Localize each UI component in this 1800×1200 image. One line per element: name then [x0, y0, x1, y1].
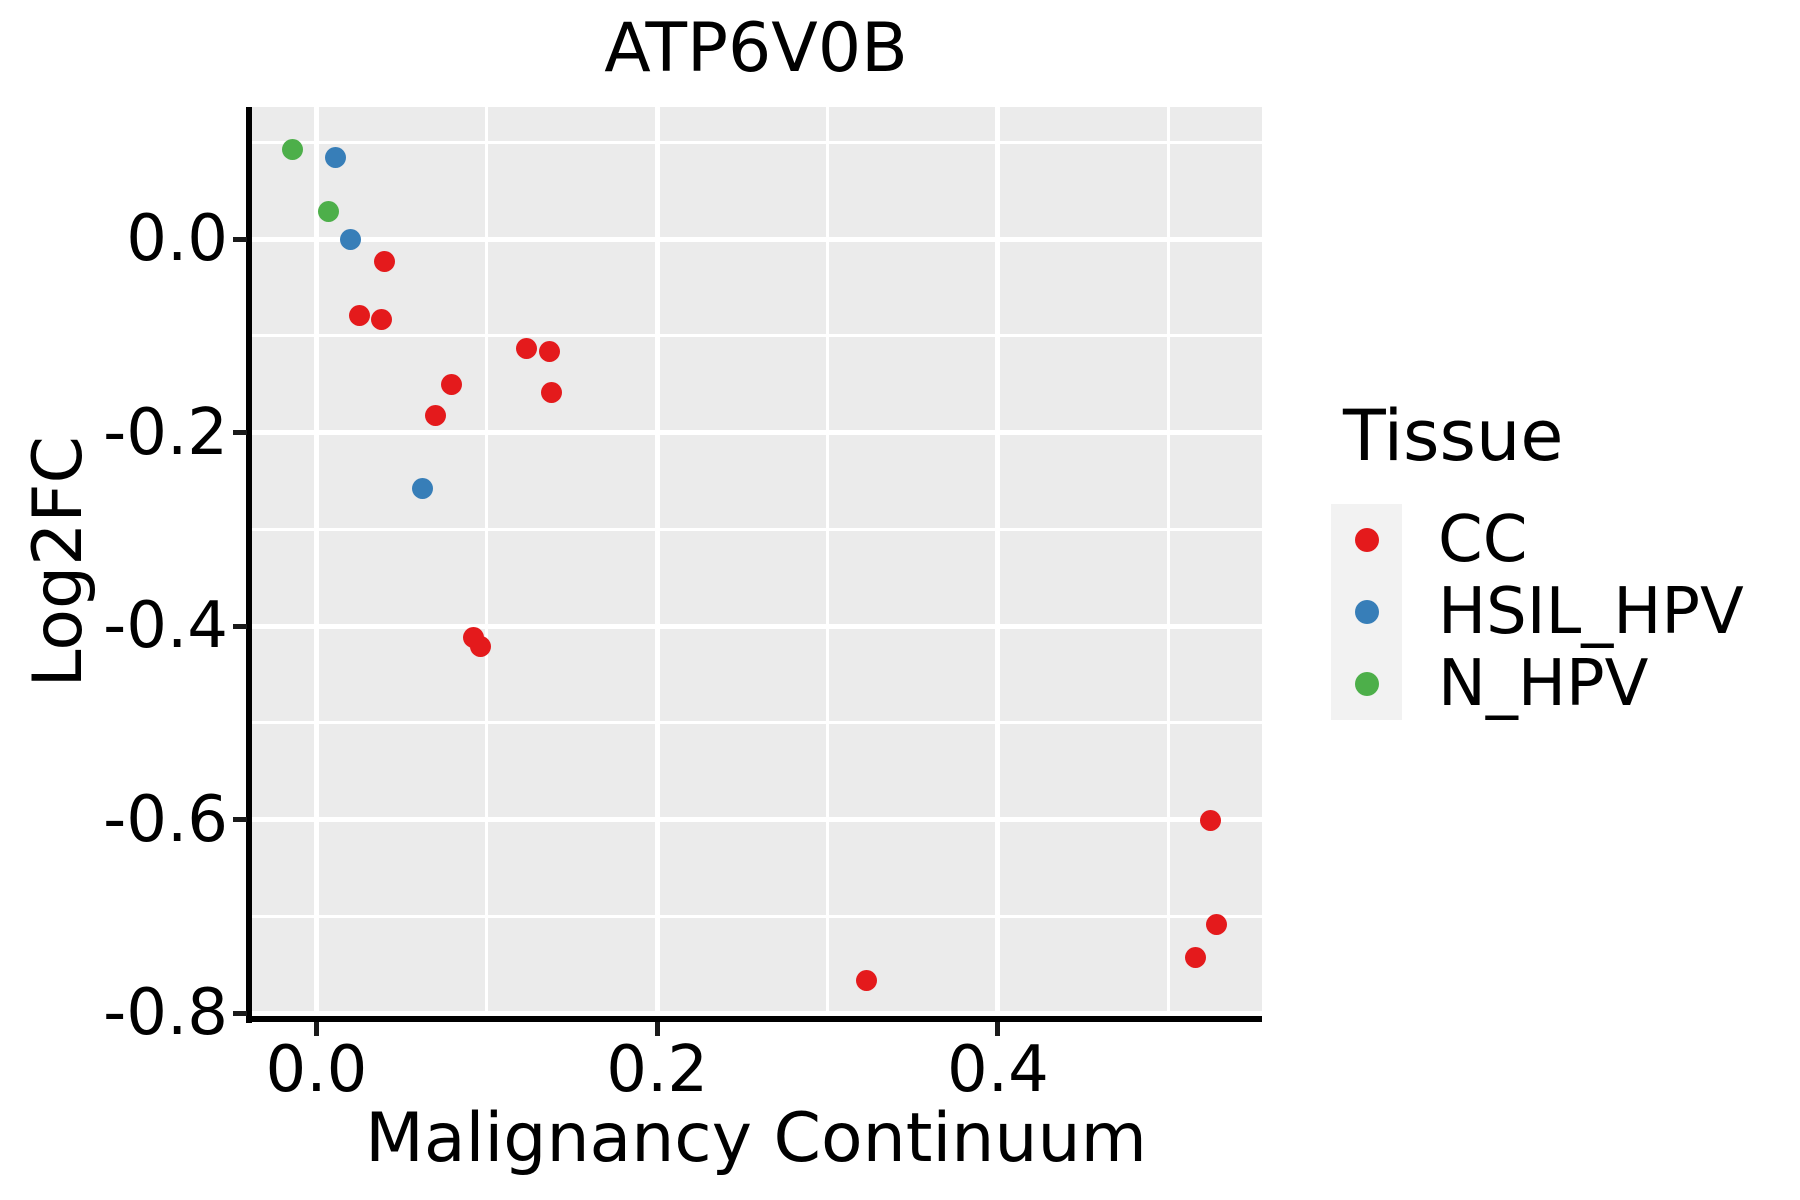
legend-label: HSIL_HPV: [1438, 575, 1744, 649]
gridline-major: [995, 107, 1001, 1017]
gridline-minor: [1166, 107, 1170, 1017]
data-point-cc: [370, 308, 392, 330]
data-point-cc: [469, 635, 491, 657]
gridline-minor: [250, 140, 1262, 144]
legend-label: CC: [1438, 503, 1528, 577]
data-point-hsil_hpv: [324, 147, 346, 169]
y-axis-title-box: Log2FC: [0, 107, 118, 1017]
chart-title: ATP6V0B: [604, 9, 908, 88]
data-point-hsil_hpv: [340, 228, 362, 250]
x-tick-mark: [313, 1022, 319, 1036]
x-tick-mark: [654, 1022, 660, 1036]
data-point-n_hpv: [317, 200, 339, 222]
legend-item-hsil_hpv: HSIL_HPV: [1331, 576, 1744, 648]
data-point-cc: [440, 373, 462, 395]
gridline-major: [250, 817, 1262, 823]
legend-title: Tissue: [1343, 395, 1564, 477]
gridline-major: [250, 623, 1262, 629]
legend-item-cc: CC: [1331, 504, 1744, 576]
gridline-minor: [250, 527, 1262, 531]
gridline-minor: [250, 334, 1262, 338]
legend-key: [1331, 576, 1402, 648]
gridline-minor: [485, 107, 489, 1017]
legend-marker-icon: [1354, 600, 1379, 624]
gridline-major: [654, 107, 660, 1017]
legend-key: [1331, 504, 1402, 576]
x-tick-label: 0.2: [606, 1033, 709, 1107]
y-tick-mark: [233, 236, 247, 242]
y-axis-spine: [246, 107, 252, 1023]
y-tick-mark: [233, 1010, 247, 1016]
data-point-cc: [425, 404, 447, 426]
y-tick-mark: [233, 623, 247, 629]
legend-marker-icon: [1354, 672, 1379, 696]
data-point-hsil_hpv: [411, 478, 433, 500]
data-point-cc: [1185, 946, 1207, 968]
legend-marker-icon: [1354, 528, 1379, 552]
data-point-cc: [348, 305, 370, 326]
y-tick-label: -0.2: [103, 395, 228, 470]
data-point-cc: [515, 337, 537, 359]
gridline-minor: [250, 721, 1262, 725]
gridline-major: [250, 236, 1262, 242]
legend-items: CC HSIL_HPV N_HPV: [1331, 504, 1744, 720]
y-tick-mark: [233, 430, 247, 436]
x-tick-label: 0.0: [265, 1033, 368, 1107]
legend-label: N_HPV: [1438, 647, 1649, 721]
gridline-major: [250, 1010, 1262, 1016]
data-point-cc: [1205, 913, 1227, 935]
y-tick-label: -0.4: [103, 589, 228, 664]
gridline-minor: [250, 914, 1262, 918]
data-point-cc: [1200, 810, 1222, 832]
y-tick-label: 0.0: [126, 202, 228, 277]
y-tick-label: -0.8: [103, 976, 228, 1051]
x-axis-title: Malignancy Continuum: [365, 1099, 1147, 1178]
gridline-major: [313, 107, 319, 1017]
legend-key: [1331, 648, 1402, 720]
data-point-cc: [856, 969, 878, 991]
data-point-cc: [539, 340, 561, 362]
data-point-cc: [374, 250, 396, 272]
y-tick-label: -0.6: [103, 782, 228, 857]
legend-item-n_hpv: N_HPV: [1331, 648, 1744, 720]
gridline-minor: [826, 107, 830, 1017]
gridline-major: [250, 430, 1262, 436]
plot-panel: [250, 107, 1262, 1017]
data-point-n_hpv: [282, 138, 304, 160]
y-axis-title: Log2FC: [18, 436, 98, 688]
y-tick-mark: [233, 817, 247, 823]
x-axis-spine: [246, 1016, 1262, 1022]
x-tick-mark: [995, 1022, 1001, 1036]
data-point-cc: [541, 382, 563, 404]
x-tick-label: 0.4: [947, 1033, 1049, 1107]
